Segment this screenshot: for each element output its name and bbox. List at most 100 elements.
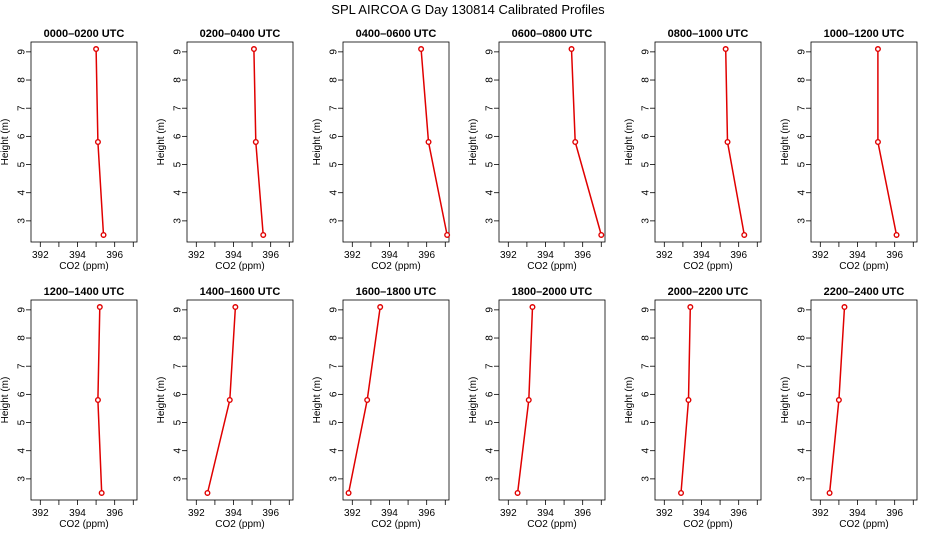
x-tick-label: 392 [500, 250, 517, 261]
y-tick-label: 7 [173, 105, 184, 111]
plot-frame [498, 41, 606, 243]
x-tick-label: 396 [262, 250, 279, 261]
y-axis-label: Height (m) [468, 377, 479, 424]
y-axis-label: Height (m) [312, 119, 323, 166]
y-tick-label: 8 [17, 77, 28, 83]
y-tick-label: 3 [173, 476, 184, 482]
panel-title: 1800–2000 UTC [512, 286, 593, 298]
x-tick-label: 394 [537, 508, 554, 519]
y-tick-label: 7 [173, 363, 184, 369]
y-tick-label: 6 [173, 391, 184, 397]
y-tick-label: 7 [641, 363, 652, 369]
panel-title: 0400–0600 UTC [356, 28, 437, 40]
data-point [685, 397, 692, 404]
y-tick-label: 8 [485, 77, 496, 83]
x-tick-label: 392 [500, 508, 517, 519]
y-tick-label: 8 [797, 77, 808, 83]
y-tick-label: 3 [641, 218, 652, 224]
x-axis-label: CO2 (ppm) [527, 519, 576, 530]
data-point [835, 397, 842, 404]
x-tick-label: 394 [381, 250, 398, 261]
data-point [529, 304, 536, 311]
y-axis-label: Height (m) [624, 119, 635, 166]
x-axis-label: CO2 (ppm) [527, 261, 576, 272]
data-point [874, 138, 881, 145]
panel: 0600–0800 UTC 392 394 396 3 4 5 6 7 8 9 CO2 (ppm) He… [468, 28, 606, 272]
x-tick-label: 396 [574, 508, 591, 519]
y-tick-label: 6 [485, 391, 496, 397]
y-axis-label: Height (m) [624, 377, 635, 424]
y-tick-label: 3 [797, 476, 808, 482]
x-tick-label: 394 [849, 250, 866, 261]
panel: 0000–0200 UTC 392 394 396 3 4 5 6 7 8 9 CO2 (ppm) He… [0, 28, 138, 272]
x-axis-label: CO2 (ppm) [839, 519, 888, 530]
data-point [724, 138, 731, 145]
y-tick-label: 8 [329, 77, 340, 83]
data-point [96, 304, 103, 311]
y-tick-label: 3 [797, 218, 808, 224]
data-point [826, 489, 833, 496]
y-tick-label: 5 [173, 419, 184, 425]
y-tick-label: 6 [173, 133, 184, 139]
plot-frame [498, 299, 606, 501]
y-tick-label: 3 [329, 218, 340, 224]
y-tick-label: 3 [485, 218, 496, 224]
x-tick-label: 396 [262, 508, 279, 519]
x-tick-label: 394 [69, 508, 86, 519]
y-tick-label: 6 [329, 133, 340, 139]
y-tick-label: 7 [797, 363, 808, 369]
y-tick-label: 4 [641, 189, 652, 195]
y-tick-label: 8 [797, 335, 808, 341]
plot-frame [810, 299, 918, 501]
x-tick-label: 392 [344, 508, 361, 519]
data-point [93, 46, 100, 53]
y-tick-label: 4 [17, 189, 28, 195]
y-tick-label: 9 [797, 49, 808, 55]
x-tick-label: 396 [886, 250, 903, 261]
y-tick-label: 7 [797, 105, 808, 111]
x-tick-label: 392 [32, 250, 49, 261]
y-tick-label: 5 [797, 419, 808, 425]
y-tick-label: 4 [329, 189, 340, 195]
x-tick-label: 392 [812, 250, 829, 261]
x-tick-label: 396 [418, 508, 435, 519]
y-tick-label: 9 [173, 307, 184, 313]
y-tick-label: 5 [485, 419, 496, 425]
y-tick-label: 9 [641, 307, 652, 313]
y-tick-label: 6 [797, 133, 808, 139]
x-tick-label: 396 [418, 250, 435, 261]
data-point [893, 231, 900, 238]
y-axis-label: Height (m) [468, 119, 479, 166]
y-tick-label: 5 [329, 161, 340, 167]
x-axis-label: CO2 (ppm) [215, 519, 264, 530]
panel: 0400–0600 UTC 392 394 396 3 4 5 6 7 8 9 CO2 (ppm) He… [312, 28, 451, 272]
x-tick-label: 392 [188, 508, 205, 519]
x-tick-label: 394 [381, 508, 398, 519]
y-tick-label: 5 [173, 161, 184, 167]
x-tick-label: 396 [730, 508, 747, 519]
y-tick-label: 7 [17, 363, 28, 369]
y-tick-label: 5 [329, 419, 340, 425]
plot-frame [342, 41, 450, 243]
y-tick-label: 8 [641, 77, 652, 83]
panel: 1200–1400 UTC 392 394 396 3 4 5 6 7 8 9 CO2 (ppm) He… [0, 286, 138, 530]
panel: 1600–1800 UTC 392 394 396 3 4 5 6 7 8 9 CO2 (ppm) He… [312, 286, 450, 530]
y-tick-label: 4 [797, 447, 808, 453]
x-tick-label: 396 [106, 508, 123, 519]
plot-frame [30, 41, 138, 243]
x-axis-label: CO2 (ppm) [59, 261, 108, 272]
x-tick-label: 394 [225, 250, 242, 261]
data-point [525, 397, 532, 404]
x-tick-label: 394 [537, 250, 554, 261]
panel: 2000–2200 UTC 392 394 396 3 4 5 6 7 8 9 CO2 (ppm) He… [624, 286, 762, 530]
data-point [345, 489, 352, 496]
y-tick-label: 7 [641, 105, 652, 111]
panel-title: 0200–0400 UTC [200, 28, 281, 40]
data-point [841, 304, 848, 311]
data-point [94, 397, 101, 404]
y-tick-label: 3 [641, 476, 652, 482]
y-tick-label: 6 [641, 133, 652, 139]
y-tick-label: 4 [485, 189, 496, 195]
x-axis-label: CO2 (ppm) [371, 261, 420, 272]
y-tick-label: 8 [641, 335, 652, 341]
